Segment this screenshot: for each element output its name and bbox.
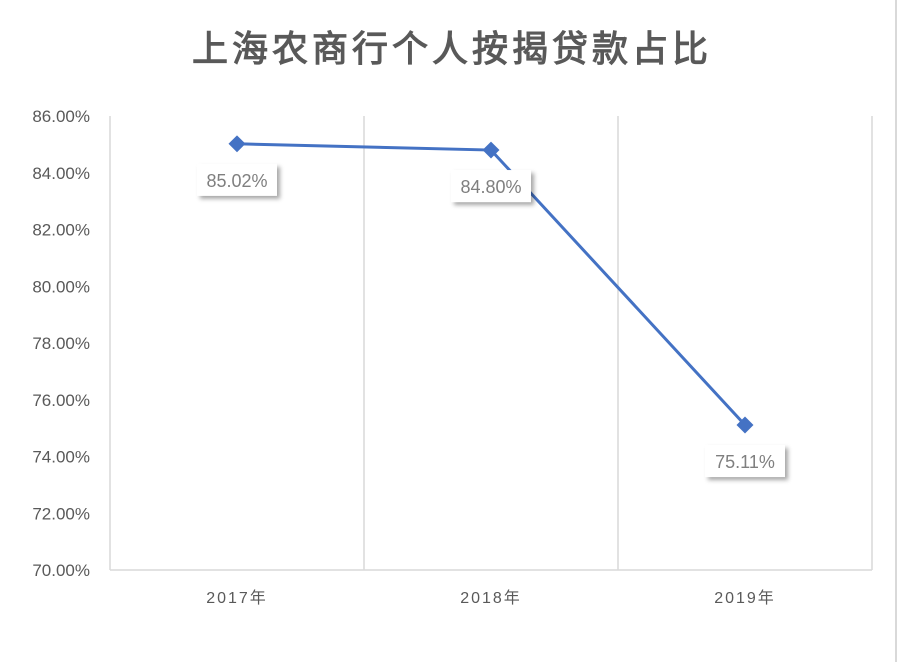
y-tick-label: 74.00% [32, 448, 90, 467]
data-point-marker [228, 135, 246, 153]
data-point-marker [736, 416, 754, 434]
data-label-box [705, 445, 785, 478]
window-edge [895, 0, 897, 662]
data-label: 85.02% [206, 171, 267, 191]
x-tick-label: 2019年 [714, 589, 776, 607]
y-tick-label: 86.00% [32, 107, 90, 126]
y-tick-label: 84.00% [32, 164, 90, 183]
chart-title: 上海农商行个人按揭贷款占比 [191, 29, 712, 70]
y-tick-label: 72.00% [32, 504, 90, 523]
y-tick-label: 70.00% [32, 561, 90, 580]
x-tick-label: 2018年 [460, 589, 522, 607]
y-tick-label: 78.00% [32, 334, 90, 353]
data-label: 84.80% [460, 177, 521, 197]
y-tick-label: 76.00% [32, 391, 90, 410]
data-label: 75.11% [715, 452, 775, 472]
y-tick-label: 80.00% [32, 277, 90, 296]
x-tick-label: 2017年 [206, 589, 268, 607]
data-point-marker [482, 141, 500, 159]
y-tick-label: 82.00% [32, 221, 90, 240]
data-label-box [197, 163, 277, 196]
data-label-box [451, 170, 531, 203]
